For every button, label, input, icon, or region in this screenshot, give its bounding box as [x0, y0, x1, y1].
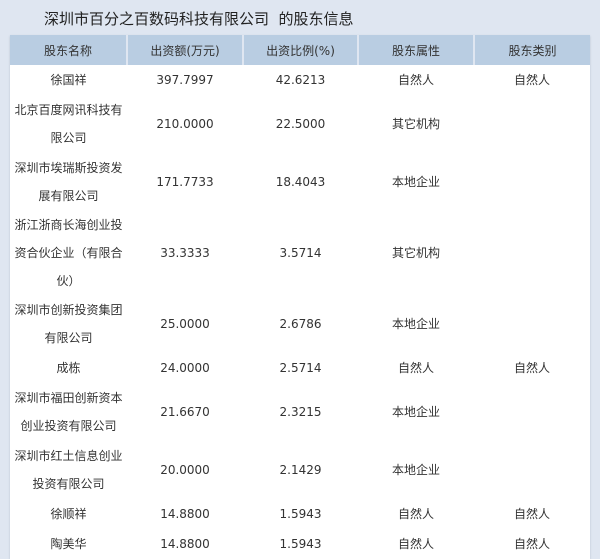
cell-type: 自然人 [513, 507, 550, 521]
table-header-row: 股东名称 出资额(万元) 出资比例(%) 股东属性 股东类别 [10, 35, 590, 65]
column-header-type: 股东类别 [473, 35, 590, 65]
cell-type [474, 153, 590, 211]
column-header-ratio: 出资比例(%) [242, 35, 358, 65]
table-row: 深圳市红土信息创业投资有限公司 20.0000 2.1429 本地企业 [10, 441, 590, 499]
cell-amount: 210.0000 [156, 117, 214, 131]
cell-ratio: 2.5714 [279, 361, 322, 375]
cell-ratio: 3.5714 [279, 246, 322, 260]
cell-amount: 20.0000 [160, 463, 210, 477]
cell-amount: 21.6670 [160, 405, 210, 419]
cell-amount: 14.8800 [160, 507, 210, 521]
cell-ratio: 1.5943 [279, 537, 322, 551]
cell-attribute[interactable]: 本地企业 [391, 405, 440, 419]
cell-attribute: 其它机构 [391, 246, 440, 260]
cell-name: 北京百度网讯科技有限公司 [14, 103, 123, 145]
cell-ratio: 1.5943 [279, 507, 322, 521]
cell-type [474, 95, 590, 153]
shareholder-table: 股东名称 出资额(万元) 出资比例(%) 股东属性 股东类别 徐国祥 397.79… [10, 35, 590, 559]
cell-type [474, 441, 590, 499]
cell-ratio: 2.1429 [279, 463, 322, 477]
cell-name: 深圳市福田创新资本创业投资有限公司 [14, 391, 123, 433]
table-row: 浙江浙商长海创业投资合伙企业（有限合伙） 33.3333 3.5714 其它机构 [10, 211, 590, 295]
cell-attribute: 自然人 [397, 73, 434, 87]
cell-name: 成栋 [56, 361, 81, 375]
cell-name: 深圳市埃瑞斯投资发展有限公司 [14, 161, 123, 203]
cell-ratio: 22.5000 [275, 117, 326, 131]
cell-amount: 25.0000 [160, 317, 210, 331]
cell-type [474, 383, 590, 441]
cell-attribute[interactable]: 本地企业 [391, 175, 440, 189]
cell-ratio: 2.6786 [279, 317, 322, 331]
table-row: 深圳市埃瑞斯投资发展有限公司 171.7733 18.4043 本地企业 [10, 153, 590, 211]
table-row: 深圳市福田创新资本创业投资有限公司 21.6670 2.3215 本地企业 [10, 383, 590, 441]
cell-type: 自然人 [513, 361, 550, 375]
column-header-amount: 出资额(万元) [126, 35, 243, 65]
table-row: 北京百度网讯科技有限公司 210.0000 22.5000 其它机构 [10, 95, 590, 153]
cell-ratio: 42.6213 [275, 73, 326, 87]
cell-amount: 33.3333 [160, 246, 210, 260]
cell-type: 自然人 [513, 537, 550, 551]
cell-ratio: 18.4043 [275, 175, 326, 189]
cell-name: 徐顺祥 [50, 507, 87, 521]
cell-attribute: 自然人 [397, 537, 434, 551]
cell-amount: 397.7997 [156, 73, 214, 87]
cell-name: 深圳市红土信息创业投资有限公司 [14, 449, 123, 491]
cell-amount: 14.8800 [160, 537, 210, 551]
cell-attribute: 自然人 [397, 507, 434, 521]
cell-attribute[interactable]: 本地企业 [391, 317, 440, 331]
cell-name: 深圳市创新投资集团有限公司 [14, 303, 123, 345]
page-title: 深圳市百分之百数码科技有限公司 的股东信息 [44, 10, 354, 28]
cell-name: 徐国祥 [50, 73, 87, 87]
table-row: 深圳市创新投资集团有限公司 25.0000 2.6786 本地企业 [10, 295, 590, 353]
cell-type: 自然人 [513, 73, 550, 87]
column-header-name: 股东名称 [10, 35, 127, 65]
table-row: 徐国祥 397.7997 42.6213 自然人 自然人 [10, 65, 590, 95]
cell-name: 浙江浙商长海创业投资合伙企业（有限合伙） [14, 218, 123, 288]
cell-type [474, 295, 590, 353]
cell-attribute: 其它机构 [391, 117, 440, 131]
cell-amount: 171.7733 [156, 175, 214, 189]
cell-amount: 24.0000 [160, 361, 210, 375]
table-row: 陶美华 14.8800 1.5943 自然人 自然人 [10, 529, 590, 559]
cell-ratio: 2.3215 [279, 405, 322, 419]
column-header-attribute: 股东属性 [357, 35, 474, 65]
cell-type [474, 211, 590, 295]
table-row: 徐顺祥 14.8800 1.5943 自然人 自然人 [10, 499, 590, 529]
cell-name: 陶美华 [50, 537, 87, 551]
table-row: 成栋 24.0000 2.5714 自然人 自然人 [10, 353, 590, 383]
cell-attribute[interactable]: 本地企业 [391, 463, 440, 477]
cell-attribute: 自然人 [397, 361, 434, 375]
